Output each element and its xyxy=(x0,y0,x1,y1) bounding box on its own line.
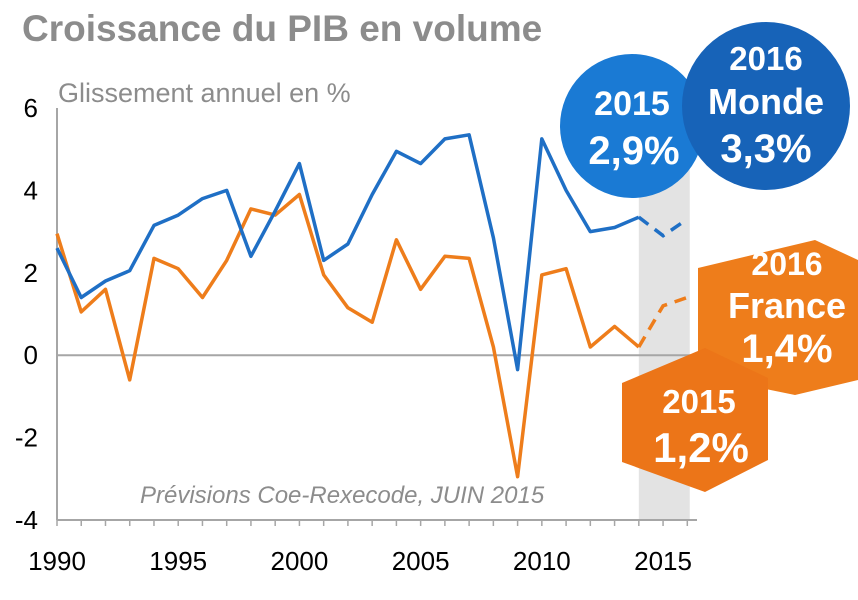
y-tick-label: 6 xyxy=(24,93,38,123)
badge-france-2016-value: 1,4% xyxy=(741,327,832,371)
badge-monde-2016-label: Monde xyxy=(708,81,824,122)
badge-monde-2016-year: 2016 xyxy=(729,40,802,77)
badge-france-2015-shape xyxy=(622,348,768,492)
badge-monde-2016-shape xyxy=(682,22,850,190)
chart-source-note: Prévisions Coe-Rexecode, JUIN 2015 xyxy=(140,482,545,509)
series-forecast-france xyxy=(637,295,688,348)
x-tick-label: 2010 xyxy=(513,546,571,576)
x-axis-ticks xyxy=(56,520,689,526)
x-tick-label: 1995 xyxy=(149,546,207,576)
y-tick-label: 2 xyxy=(24,258,38,288)
y-tick-label: 0 xyxy=(24,340,38,370)
series-line-france xyxy=(55,192,640,479)
y-axis-labels: 6 4 2 0 -2 -4 xyxy=(15,93,38,535)
chart-subtitle: Glissement annuel en % xyxy=(58,78,351,108)
badge-monde-2016-value: 3,3% xyxy=(720,127,811,171)
badge-france-2016-shape xyxy=(698,240,858,395)
x-tick-label: 2005 xyxy=(392,546,450,576)
badge-monde-2016: 2016 Monde 3,3% xyxy=(682,22,850,190)
series-forecast-monde xyxy=(637,215,689,238)
badge-france-2016-year: 2016 xyxy=(751,246,822,282)
badge-france-2016-label: France xyxy=(728,285,846,326)
badge-france-2016: 2016 France 1,4% xyxy=(698,240,858,395)
badge-monde-2015-value: 2,9% xyxy=(588,129,679,173)
series-line-monde xyxy=(55,133,640,372)
badge-monde-2015: 2015 2,9% xyxy=(560,54,704,198)
chart-title: Croissance du PIB en volume xyxy=(22,8,543,49)
badge-monde-2015-shape xyxy=(560,54,704,198)
badge-france-2015-year: 2015 xyxy=(662,383,735,420)
x-tick-label: 2000 xyxy=(271,546,329,576)
y-tick-label: 4 xyxy=(24,175,38,205)
series-lines xyxy=(55,133,689,479)
badge-monde-2015-year: 2015 xyxy=(594,85,670,123)
y-tick-label: -4 xyxy=(15,505,38,535)
x-tick-label: 2015 xyxy=(634,546,692,576)
y-tick-label: -2 xyxy=(15,423,38,453)
x-tick-label: 1990 xyxy=(28,546,86,576)
x-axis-labels: 1990 1995 2000 2005 2010 2015 xyxy=(28,546,692,576)
badge-france-2015: 2015 1,2% xyxy=(622,348,768,492)
badge-france-2015-value: 1,2% xyxy=(653,424,749,471)
